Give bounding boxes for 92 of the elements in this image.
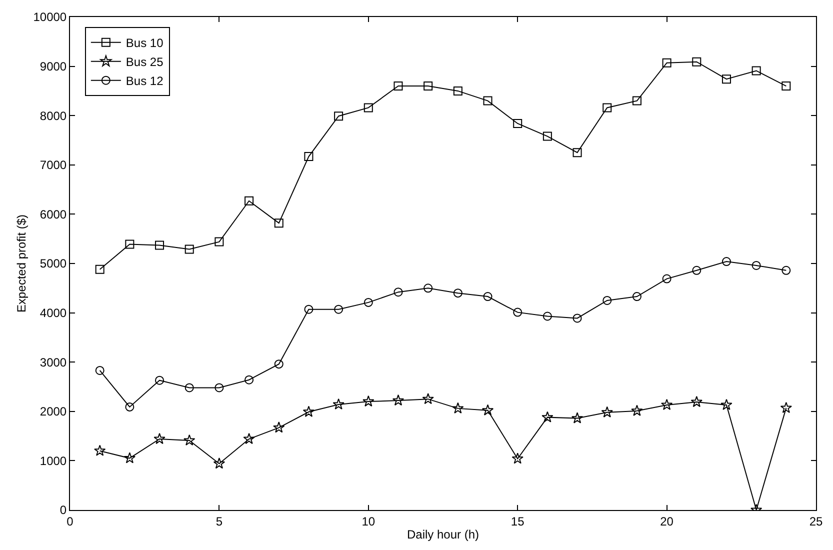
point bbox=[364, 103, 373, 112]
point bbox=[722, 257, 731, 266]
point bbox=[602, 103, 612, 112]
point bbox=[662, 58, 672, 68]
point bbox=[482, 404, 494, 416]
y-tick-label: 4000 bbox=[40, 306, 67, 320]
y-tick-label: 5000 bbox=[40, 256, 67, 271]
point bbox=[722, 74, 731, 84]
x-axis-title: Daily hour (h) bbox=[406, 527, 480, 542]
point bbox=[752, 66, 761, 76]
point bbox=[302, 406, 315, 417]
y-tick-label: 1000 bbox=[40, 454, 67, 468]
point bbox=[274, 218, 284, 228]
x-tick-label: 25 bbox=[809, 514, 823, 528]
point bbox=[95, 264, 104, 274]
point bbox=[631, 404, 643, 416]
point bbox=[542, 411, 554, 422]
point bbox=[125, 402, 134, 412]
point bbox=[184, 244, 194, 254]
y-tick-label: 6000 bbox=[40, 207, 67, 222]
point bbox=[213, 458, 226, 469]
point bbox=[334, 304, 344, 314]
y-tick-label: 7000 bbox=[40, 158, 67, 172]
point bbox=[542, 312, 552, 321]
point bbox=[512, 452, 524, 464]
legend-label: Bus 12 bbox=[126, 74, 164, 88]
point bbox=[572, 148, 582, 158]
point bbox=[94, 444, 106, 456]
point bbox=[394, 288, 403, 297]
point bbox=[632, 292, 642, 302]
point bbox=[453, 288, 462, 298]
point bbox=[692, 57, 702, 66]
y-tick-label: 10000 bbox=[33, 10, 67, 24]
x-tick-label: 10 bbox=[362, 514, 376, 528]
point bbox=[214, 383, 224, 392]
point bbox=[513, 308, 522, 317]
point bbox=[424, 284, 433, 293]
point bbox=[483, 292, 492, 302]
point bbox=[452, 402, 464, 414]
point bbox=[95, 366, 104, 375]
point bbox=[125, 240, 134, 249]
point bbox=[424, 82, 433, 91]
point bbox=[184, 434, 196, 446]
y-tick-label: 8000 bbox=[40, 108, 67, 123]
point bbox=[155, 240, 164, 250]
point bbox=[752, 260, 761, 270]
point bbox=[662, 274, 672, 284]
y-tick-label: 2000 bbox=[40, 404, 67, 419]
point bbox=[304, 152, 314, 162]
point bbox=[273, 422, 285, 433]
point bbox=[571, 412, 584, 424]
point bbox=[602, 296, 612, 305]
legend-label: Bus 25 bbox=[126, 55, 164, 70]
point bbox=[184, 383, 194, 392]
point bbox=[304, 304, 314, 314]
point bbox=[660, 398, 673, 410]
point bbox=[782, 266, 791, 275]
point bbox=[632, 96, 642, 106]
point bbox=[214, 237, 224, 246]
point bbox=[332, 398, 344, 410]
point bbox=[542, 132, 552, 141]
point bbox=[364, 298, 373, 307]
x-tick-label: 20 bbox=[660, 514, 674, 528]
point bbox=[244, 375, 254, 384]
point bbox=[274, 360, 284, 369]
legend-label: Bus 10 bbox=[126, 36, 164, 50]
point bbox=[362, 395, 374, 407]
point bbox=[453, 86, 462, 96]
point bbox=[513, 118, 522, 128]
x-tick-label: 15 bbox=[510, 514, 525, 528]
point bbox=[334, 112, 344, 121]
point bbox=[392, 394, 404, 406]
y-axis-title: Expected profit ($) bbox=[14, 214, 29, 313]
y-tick-label: 3000 bbox=[40, 355, 67, 370]
point bbox=[720, 398, 732, 410]
point bbox=[154, 432, 166, 444]
point bbox=[782, 82, 791, 91]
point bbox=[572, 314, 582, 323]
point bbox=[124, 452, 136, 464]
y-tick-label: 0 bbox=[60, 503, 67, 518]
point bbox=[601, 406, 613, 418]
point bbox=[692, 266, 702, 275]
point bbox=[155, 376, 164, 385]
x-tick-label: 5 bbox=[216, 514, 223, 528]
point bbox=[422, 392, 434, 404]
point bbox=[690, 396, 702, 408]
point bbox=[243, 432, 255, 444]
point bbox=[244, 196, 254, 206]
point bbox=[483, 96, 492, 106]
point bbox=[780, 402, 792, 413]
y-tick-label: 9000 bbox=[40, 60, 67, 74]
point bbox=[394, 82, 403, 91]
